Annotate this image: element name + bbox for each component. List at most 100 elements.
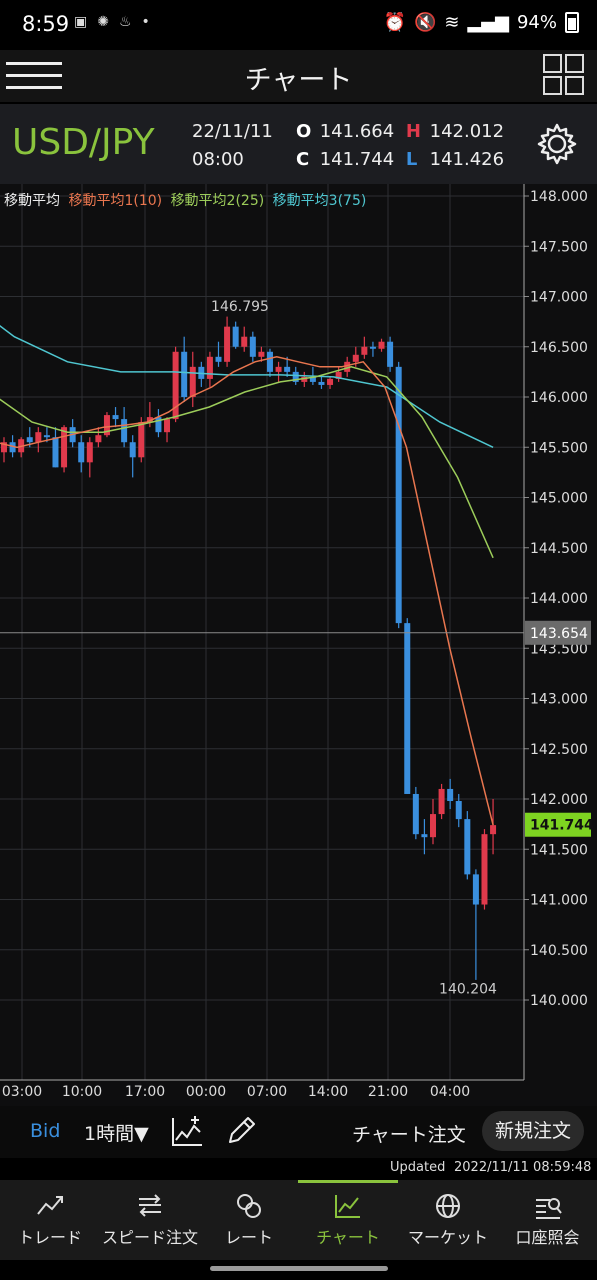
candle-body [146, 417, 153, 423]
candle-body [301, 376, 308, 382]
nav-trade[interactable]: トレード [0, 1180, 100, 1260]
price-axis-label: 147.000 [530, 290, 588, 306]
high-value: 142.012 [429, 121, 505, 142]
active-tab-indicator [298, 1180, 398, 1183]
indicator-legend: 移動平均 移動平均1(10) 移動平均2(25) 移動平均3(75) [4, 190, 366, 210]
low-value: 141.426 [429, 149, 505, 170]
time-axis-label: 10:00 [62, 1084, 102, 1100]
price-axis-label: 145.000 [530, 491, 588, 507]
candle-body [438, 788, 445, 815]
system-icons: ⏰ 🔇 ≋ ▂▄▆ 94% [384, 12, 579, 33]
time-axis-label: 07:00 [247, 1084, 287, 1100]
candlestick-chart[interactable]: 148.000 147.500 147.000 146.500 146.000 145.5… [0, 184, 597, 1110]
candle-body [275, 366, 282, 372]
close-label: C [296, 149, 310, 170]
draw-pen-icon[interactable] [224, 1114, 258, 1148]
gallery-icon: ▣ [74, 14, 88, 30]
nav-market-label: マーケット [407, 1228, 488, 1247]
nav-speed-order-label: スピード注文 [101, 1228, 198, 1247]
globe-icon [436, 1194, 460, 1218]
candle-body [404, 623, 411, 794]
nav-chart[interactable]: チャート [298, 1180, 398, 1260]
candle-body [129, 442, 136, 458]
candle-body [206, 356, 213, 379]
current-price-box [525, 812, 591, 837]
price-axis-label: 140.000 [530, 993, 588, 1009]
price-axis-label: 142.500 [530, 742, 588, 758]
open-label: O [296, 121, 312, 142]
candle-body [335, 371, 342, 379]
battery-percent: 94% [516, 12, 557, 33]
nav-rate[interactable]: レート [200, 1180, 298, 1260]
ohlc-values: O 141.664 H 142.012 C 141.744 L 141.426 [296, 118, 504, 174]
candle-body [164, 419, 171, 433]
candle-body [43, 435, 50, 438]
crosshair-price-box [525, 620, 591, 645]
candle-body [292, 371, 299, 382]
settings-gear-icon[interactable] [535, 122, 579, 166]
candle-body [26, 437, 33, 443]
app-header: チャート [0, 50, 597, 102]
home-gesture-bar[interactable] [210, 1266, 388, 1271]
open-value: 141.664 [319, 121, 395, 142]
time-axis-label: 00:00 [186, 1084, 226, 1100]
currency-pair[interactable]: USD/JPY [12, 122, 155, 163]
layout-grid-icon[interactable] [543, 54, 584, 95]
price-axis-label: 142.000 [530, 792, 588, 808]
candle-body [121, 419, 128, 443]
candle-body [369, 346, 376, 349]
candle-body [490, 825, 497, 835]
candle-body [1, 442, 7, 453]
candle-body [112, 415, 119, 420]
time-axis-label: 14:00 [308, 1084, 348, 1100]
rate-icon [237, 1194, 261, 1218]
candle-body [155, 417, 162, 433]
wifi-icon: ≋ [444, 12, 460, 33]
new-order-button[interactable]: 新規注文 [482, 1111, 584, 1151]
candle-body [232, 326, 239, 347]
chart-order-button[interactable]: チャート注文 [352, 1124, 466, 1146]
chart-icon [335, 1195, 360, 1218]
mute-icon: 🔇 [413, 12, 437, 33]
time-axis-label: 21:00 [368, 1084, 408, 1100]
nav-speed-order[interactable]: スピード注文 [100, 1180, 200, 1260]
interval-selector[interactable]: 1時間▼ [84, 1123, 149, 1145]
nav-account[interactable]: 口座照会 [498, 1180, 597, 1260]
bottom-navigation: トレード スピード注文 レート チャート マーケット [0, 1180, 597, 1260]
notification-icons: ▣ ✺ ♨ • [74, 14, 150, 30]
speed-order-icon [139, 1194, 161, 1217]
candle-body [241, 336, 248, 347]
price-axis-label: 145.500 [530, 440, 588, 456]
ma3-legend: 移動平均3(75) [272, 193, 367, 209]
candle-body [103, 415, 110, 436]
time-axis-label: 03:00 [2, 1084, 42, 1100]
candle-body [327, 378, 334, 385]
price-axis-label: 141.000 [530, 893, 588, 909]
price-axis-label: 146.000 [530, 390, 588, 406]
candle-datetime: 22/11/11 08:00 [192, 118, 273, 174]
candle-body [472, 874, 479, 905]
account-search-icon [535, 1198, 562, 1219]
app-notification-icon: ♨ [118, 14, 132, 30]
bid-ask-toggle[interactable]: Bid [30, 1120, 61, 1142]
candle-body [421, 834, 428, 838]
nav-account-label: 口座照会 [515, 1228, 580, 1247]
candle-body [258, 351, 265, 357]
ma2-line [0, 366, 494, 559]
price-axis-label: 146.500 [530, 340, 588, 356]
candle-body [464, 819, 471, 875]
candle-body [224, 326, 231, 362]
candle-body [387, 341, 394, 367]
updated-label: Updated [390, 1160, 446, 1175]
price-chart[interactable]: 148.000 147.500 147.000 146.500 146.000 145.5… [0, 184, 597, 1110]
candle-body [378, 341, 385, 349]
close-value: 141.744 [319, 149, 395, 170]
add-indicator-icon[interactable] [170, 1114, 204, 1148]
nav-chart-label: チャート [316, 1228, 380, 1247]
nav-market[interactable]: マーケット [398, 1180, 498, 1260]
battery-icon [565, 12, 579, 33]
menu-icon[interactable] [6, 58, 62, 94]
price-axis-label: 143.000 [530, 692, 588, 708]
time-axis-label: 04:00 [430, 1084, 470, 1100]
candle-body [9, 442, 16, 453]
